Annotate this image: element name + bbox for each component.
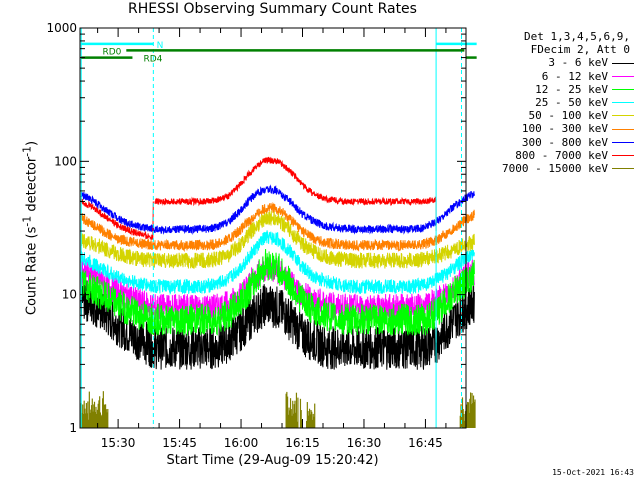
chart-title: RHESSI Observing Summary Count Rates bbox=[128, 1, 417, 17]
annotation-rd4: RD4 bbox=[143, 55, 162, 65]
legend-item: 300 - 800 keV bbox=[480, 136, 636, 149]
x-tick-label: 16:00 bbox=[224, 436, 259, 450]
series-line-6 bbox=[80, 184, 475, 235]
legend-swatch bbox=[612, 102, 634, 104]
legend-swatch bbox=[612, 128, 634, 130]
legend-label: 12 - 25 keV bbox=[535, 82, 608, 96]
legend-item: 100 - 300 keV bbox=[480, 122, 636, 135]
series-line-red-precursor bbox=[80, 198, 154, 240]
legend-label: 100 - 300 keV bbox=[521, 122, 608, 136]
legend-label: 7000 - 15000 keV bbox=[502, 162, 608, 176]
legend-items: 3 - 6 keV 6 - 12 keV 12 - 25 keV 25 - 50 ke… bbox=[480, 56, 636, 175]
legend-label: 3 - 6 keV bbox=[548, 56, 608, 70]
legend-label: 50 - 100 keV bbox=[528, 109, 608, 123]
legend-swatch bbox=[612, 62, 634, 64]
legend-item: 3 - 6 keV bbox=[480, 56, 636, 69]
legend-item: 25 - 50 keV bbox=[480, 96, 636, 109]
legend-label: 800 - 7000 keV bbox=[515, 148, 608, 162]
legend-label: 6 - 12 keV bbox=[541, 69, 608, 83]
legend-item: 800 - 7000 keV bbox=[480, 149, 636, 162]
y-axis-label: Count Rate (s-1 detector-1) bbox=[20, 141, 39, 315]
x-tick-label: 15:45 bbox=[162, 436, 197, 450]
y-label-mid: detector bbox=[24, 156, 40, 216]
legend-swatch bbox=[612, 154, 634, 156]
legend-swatch bbox=[612, 75, 634, 77]
legend-header-1: Det 1,3,4,5,6,9, bbox=[524, 30, 630, 43]
x-tick-label: 15:30 bbox=[101, 436, 136, 450]
plot-frame bbox=[79, 27, 467, 429]
legend: Det 1,3,4,5,6,9, FDecim 2, Att 0 3 - 6 k… bbox=[480, 30, 636, 175]
series-line-4 bbox=[81, 210, 475, 270]
legend-swatch bbox=[612, 168, 634, 170]
series-line-2 bbox=[80, 248, 475, 336]
legend-item: 50 - 100 keV bbox=[480, 109, 636, 122]
series-line-5 bbox=[80, 201, 475, 253]
timestamp: 15-Oct-2021 16:43 bbox=[552, 468, 634, 477]
legend-swatch bbox=[612, 115, 634, 117]
y-tick-label: 100 bbox=[54, 154, 77, 168]
x-axis-label: Start Time (29-Aug-09 15:20:42) bbox=[166, 453, 379, 468]
legend-item: 7000 - 15000 keV bbox=[480, 162, 636, 175]
legend-header-2: FDecim 2, Att 0 bbox=[530, 43, 630, 57]
y-label-sup1: -1 bbox=[20, 215, 34, 227]
legend-label: 25 - 50 keV bbox=[535, 96, 608, 110]
legend-item: 6 - 12 keV bbox=[480, 70, 636, 83]
x-tick-label: 16:45 bbox=[408, 436, 443, 450]
y-tick-label: 1 bbox=[69, 421, 77, 435]
y-tick-label: 1000 bbox=[46, 21, 77, 35]
x-tick-label: 16:15 bbox=[285, 436, 320, 450]
y-label-suffix: ) bbox=[24, 140, 40, 146]
legend-item: 12 - 25 keV bbox=[480, 83, 636, 96]
y-label-prefix: Count Rate (s bbox=[24, 226, 40, 316]
annotation-rd0: RD0 bbox=[103, 47, 122, 57]
x-tick-label: 16:30 bbox=[347, 436, 382, 450]
legend-swatch bbox=[612, 141, 634, 143]
legend-label: 300 - 800 keV bbox=[521, 135, 608, 149]
legend-swatch bbox=[612, 88, 634, 90]
annotation-n: N bbox=[157, 41, 164, 51]
series-line-7 bbox=[154, 156, 436, 207]
y-label-sup2: -1 bbox=[20, 145, 34, 157]
y-tick-label: 10 bbox=[62, 288, 77, 302]
series-line-3 bbox=[80, 230, 475, 295]
